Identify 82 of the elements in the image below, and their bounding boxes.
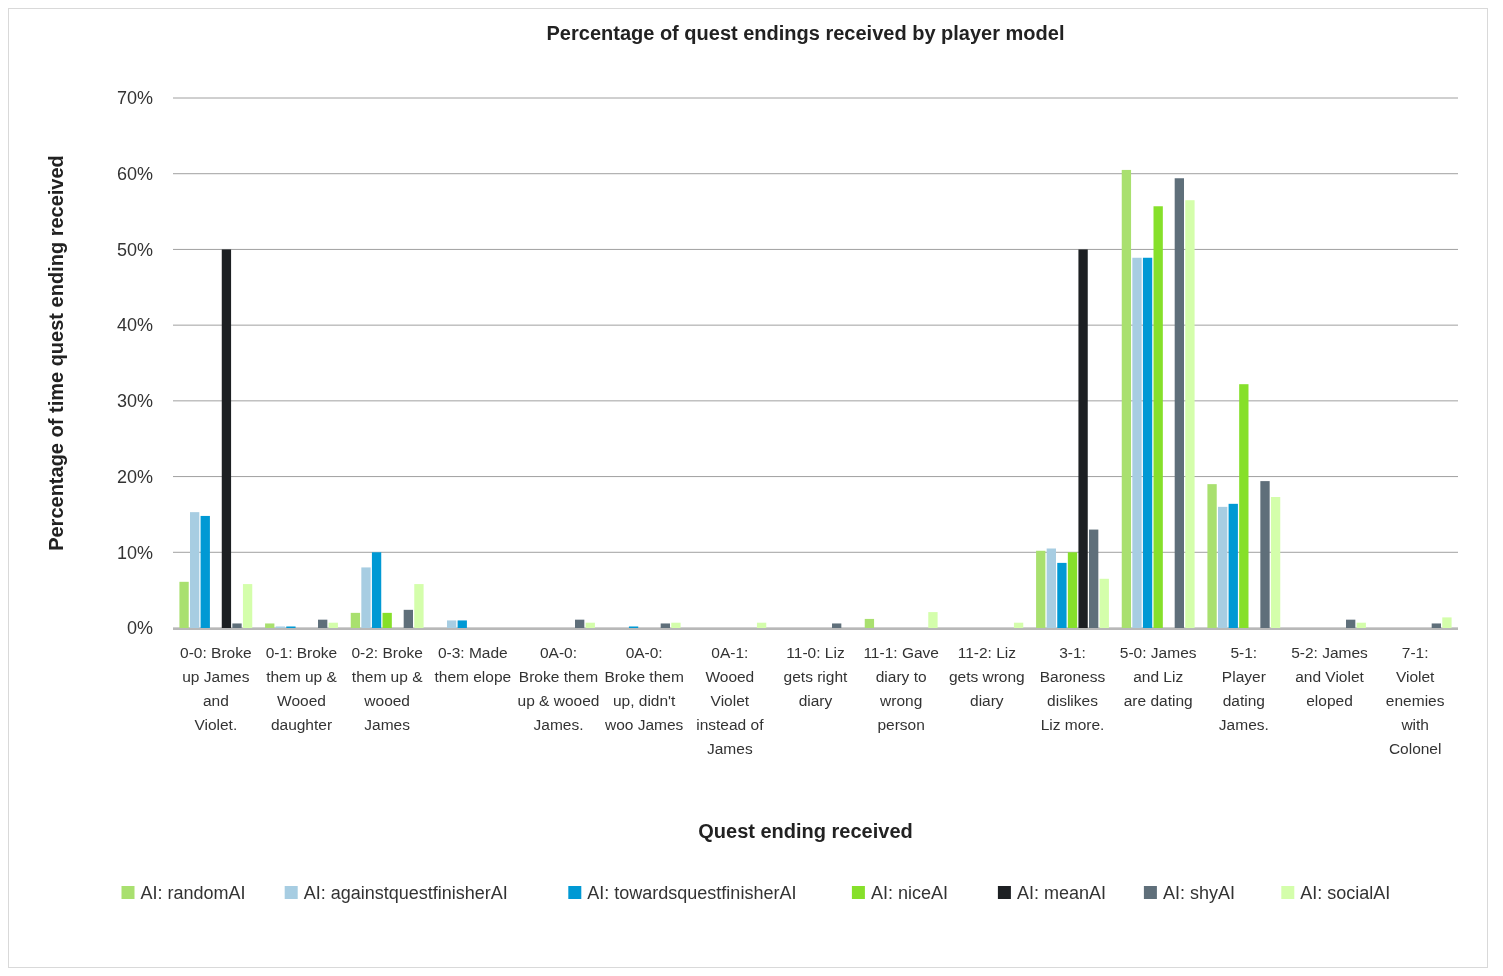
- bar: [1153, 206, 1163, 628]
- legend-label: AI: shyAI: [1162, 883, 1235, 904]
- x-tick-label: 5-0: James and Liz are dating: [1119, 644, 1197, 709]
- bar: [832, 623, 842, 628]
- bar: [318, 619, 328, 628]
- bar: [200, 515, 210, 628]
- x-tick-label: 3-1: Baroness dislikes Liz more.: [1039, 644, 1106, 733]
- x-tick-label: 0-1: Broke them up & Wooed daughter: [265, 644, 338, 733]
- bar: [1239, 384, 1249, 628]
- chart-title: Percentage of quest endings received by player model: [546, 22, 1065, 44]
- x-tick-label: 5-2: James and Violet eloped: [1291, 644, 1369, 709]
- bar: [1142, 257, 1153, 628]
- bar: [1057, 562, 1067, 628]
- bar: [756, 622, 767, 628]
- bar: [585, 622, 595, 628]
- x-tick-label: 5-1: Player dating James.: [1218, 644, 1269, 733]
- bar: [371, 552, 382, 628]
- bar: [1207, 484, 1217, 628]
- bar: [575, 619, 585, 628]
- bar: [232, 623, 242, 628]
- y-tick-label: 50%: [116, 239, 153, 260]
- bar: [1228, 503, 1238, 628]
- bar: [1089, 529, 1099, 628]
- bar: [382, 612, 392, 628]
- bar: [671, 622, 681, 628]
- y-tick-label: 40%: [116, 315, 153, 336]
- y-tick-label: 0%: [126, 618, 153, 639]
- x-tick-label: 0A-0: Broke them up & wooed James.: [517, 644, 600, 733]
- bar: [350, 612, 361, 628]
- bar: [1442, 617, 1452, 628]
- x-tick-label: 11-2: Liz gets wrong diary: [948, 644, 1025, 709]
- legend-label: AI: randomAI: [140, 883, 246, 904]
- bar: [1067, 552, 1078, 628]
- bar: [1185, 200, 1195, 628]
- bar: [414, 584, 424, 628]
- bar: [328, 622, 338, 628]
- y-axis-title: Percentage of time quest ending received: [45, 155, 67, 551]
- bar: [1270, 497, 1281, 628]
- bar: [928, 612, 938, 628]
- bar: [1121, 169, 1132, 628]
- bar: [1046, 548, 1056, 628]
- bar: [361, 567, 371, 628]
- x-tick-label: 11-1: Gave diary to wrong person: [863, 644, 939, 733]
- bar: [447, 620, 457, 628]
- bar: [221, 249, 232, 628]
- x-tick-label: 0A-1: Wooed Violet instead of James: [696, 644, 765, 757]
- bar: [457, 620, 467, 628]
- bar: [1346, 619, 1356, 628]
- y-tick-label: 20%: [116, 466, 153, 487]
- x-tick-label: 0-2: Broke them up & wooed James: [351, 644, 424, 733]
- bar: [1356, 622, 1366, 628]
- bar: [1218, 506, 1228, 628]
- legend-label: AI: niceAI: [870, 883, 948, 904]
- legend-label: AI: againstquestfinisherAI: [303, 883, 508, 904]
- bar: [1078, 249, 1088, 628]
- x-tick-label: 11-0: Liz gets right diary: [783, 644, 849, 709]
- bar: [265, 623, 275, 628]
- bar: [1013, 622, 1024, 628]
- bar: [1260, 481, 1270, 628]
- x-tick-label: 7-1: Violet enemies with Colonel: [1385, 644, 1445, 757]
- y-tick-label: 70%: [116, 88, 153, 109]
- y-tick-label: 30%: [116, 391, 153, 412]
- x-tick-label: 0A-0: Broke them up, didn't woo James: [603, 644, 684, 733]
- x-axis-title: Quest ending received: [698, 820, 913, 842]
- x-tick-label: 0-0: Broke up James and Violet.: [180, 644, 252, 733]
- x-tick-label: 0-3: Made them elope: [434, 644, 512, 685]
- bar: [242, 584, 253, 628]
- legend-label: AI: socialAI: [1300, 883, 1391, 904]
- bar: [1431, 623, 1441, 628]
- bar: [660, 623, 670, 628]
- bar: [1132, 257, 1142, 628]
- legend-label: AI: meanAI: [1016, 883, 1106, 904]
- y-tick-label: 60%: [116, 164, 153, 185]
- bar: [403, 609, 413, 628]
- bar: [864, 618, 875, 628]
- bar: [190, 512, 200, 628]
- bar: [1174, 178, 1184, 628]
- legend-label: AI: towardsquestfinisherAI: [587, 883, 797, 904]
- y-tick-label: 10%: [116, 542, 153, 563]
- bar: [1036, 550, 1046, 628]
- bar: [1099, 578, 1109, 628]
- bar: [179, 581, 189, 628]
